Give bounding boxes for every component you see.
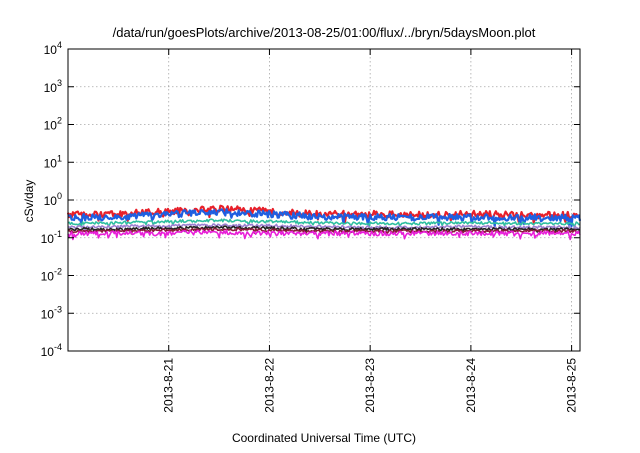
y-tick-label: 104 xyxy=(44,40,62,57)
y-tick-label: 100 xyxy=(44,191,62,208)
y-tick-label: 103 xyxy=(44,78,62,95)
chart-title: /data/run/goesPlots/archive/2013-08-25/0… xyxy=(113,25,536,40)
series-line xyxy=(67,218,581,228)
grid xyxy=(68,48,580,352)
series-line xyxy=(67,223,581,232)
series-line xyxy=(67,229,581,241)
plot-frame xyxy=(67,48,581,352)
series-layer xyxy=(66,204,582,241)
y-axis-label: cSv/day xyxy=(22,180,36,223)
y-tick-label: 10-1 xyxy=(41,229,62,246)
y-tick-label: 102 xyxy=(44,116,62,133)
y-tick-label: 101 xyxy=(44,153,62,170)
series-line xyxy=(67,227,581,236)
x-tick-label: 2013-8-23 xyxy=(363,358,377,413)
y-tick-label: 10-2 xyxy=(41,267,62,284)
x-axis-label: Coordinated Universal Time (UTC) xyxy=(232,431,416,445)
x-tick-label: 2013-8-22 xyxy=(262,358,276,413)
y-tick-label: 10-3 xyxy=(41,304,62,321)
x-tick-label: 2013-8-21 xyxy=(162,358,176,413)
x-tick-label: 2013-8-25 xyxy=(565,358,579,413)
axes: 10-4 10-3 10-2 10-1 100 101 102 103 104 2013-8-21… xyxy=(41,40,581,413)
x-tick-label: 2013-8-24 xyxy=(464,358,478,413)
series-line xyxy=(67,225,581,234)
y-tick-label: 10-4 xyxy=(41,342,62,359)
